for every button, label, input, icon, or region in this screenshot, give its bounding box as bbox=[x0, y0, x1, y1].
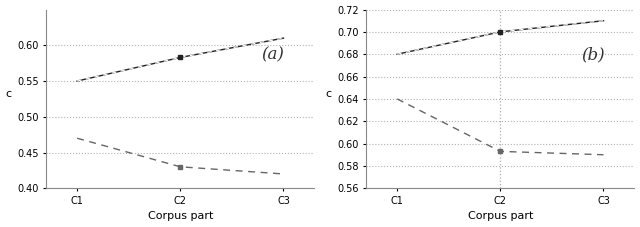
X-axis label: Corpus part: Corpus part bbox=[468, 211, 533, 222]
Y-axis label: c: c bbox=[6, 89, 12, 99]
Y-axis label: c: c bbox=[326, 89, 332, 99]
X-axis label: Corpus part: Corpus part bbox=[148, 211, 213, 222]
Text: (a): (a) bbox=[260, 47, 284, 64]
Text: (b): (b) bbox=[580, 47, 604, 64]
